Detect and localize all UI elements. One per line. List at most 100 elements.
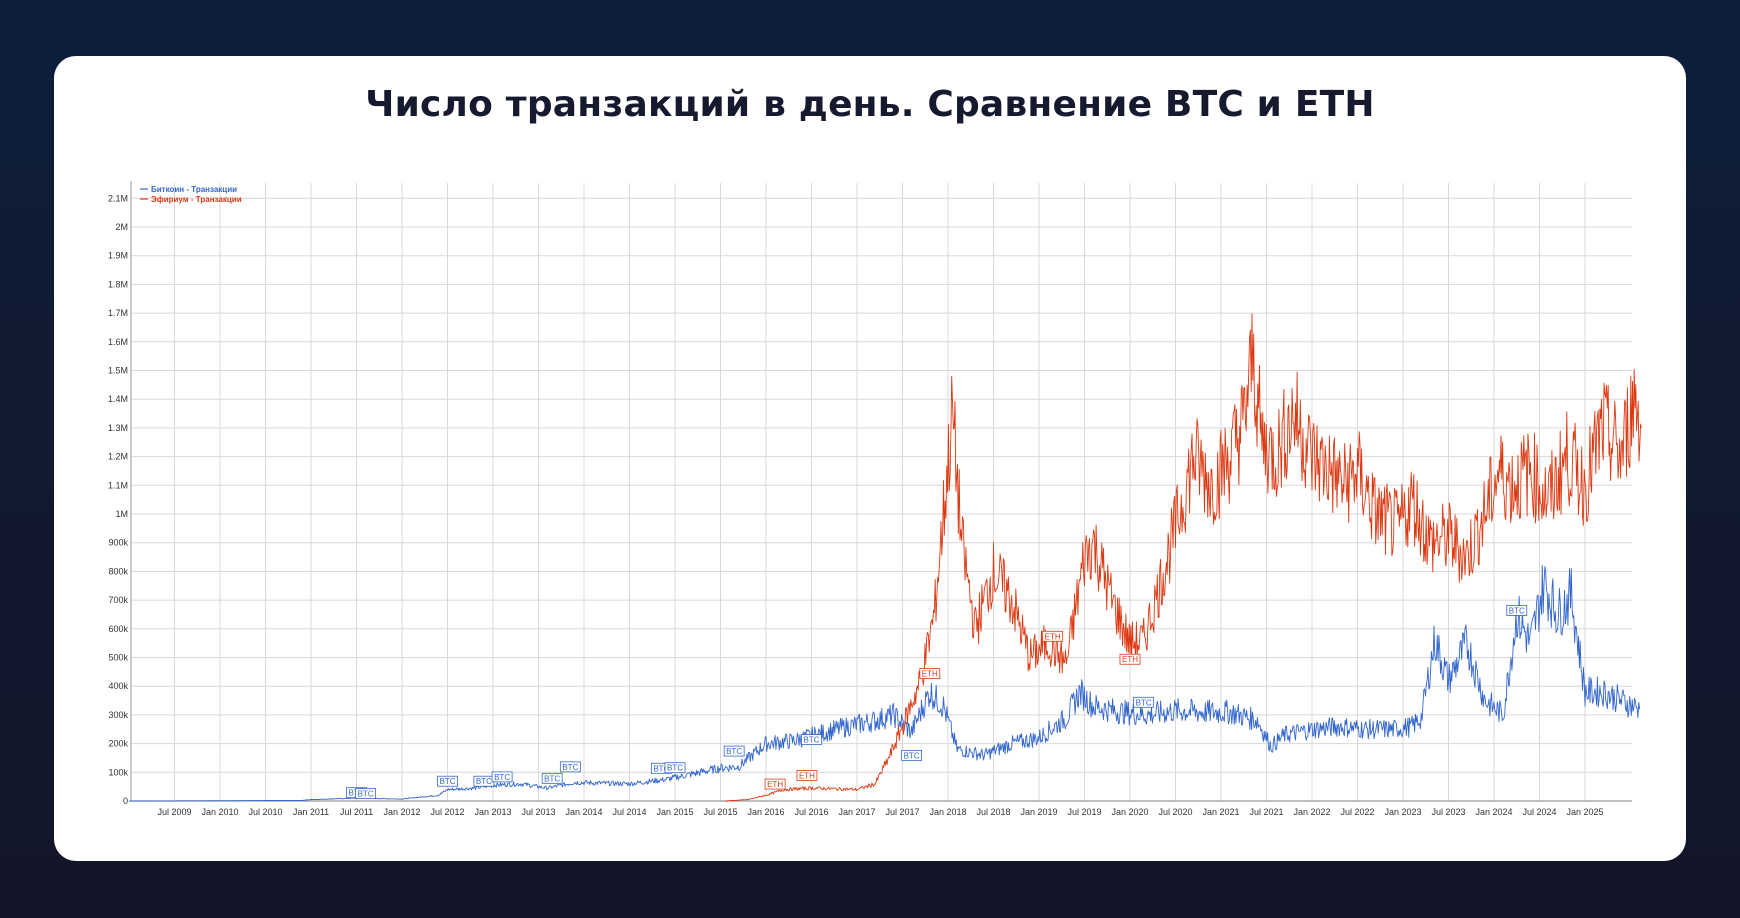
chart-series <box>129 313 1642 802</box>
annotation-flag-eth[interactable]: ETH <box>919 668 941 679</box>
annotation-flag-btc[interactable]: BTC <box>723 745 745 757</box>
x-tick-label: Jan 2011 <box>293 807 329 817</box>
annotation-flag-btc[interactable]: BTC <box>473 775 495 787</box>
x-tick-label: Jan 2022 <box>1293 807 1330 817</box>
x-axis: Jul 2009 Jan 2010 Jul 2010 Jan 2011 Jul 2011… <box>157 807 1603 817</box>
x-tick-label: Jan 2017 <box>838 807 875 817</box>
y-tick-label: 700k <box>108 595 128 605</box>
y-tick-label: 200k <box>108 739 128 749</box>
svg-text:BTC: BTC <box>904 751 920 760</box>
y-tick-label: 400k <box>108 681 128 691</box>
chart-annotations: BTCBTCBTCBTCBTCBTCBTCBTCBTCBTCBTCBTCBTCB… <box>346 605 1528 799</box>
legend-label-eth: Эфириум - Транзакции <box>151 195 242 204</box>
y-tick-label: 800k <box>108 566 128 576</box>
x-tick-label: Jul 2012 <box>430 807 464 817</box>
eth-series-line <box>725 313 1642 802</box>
y-tick-label: 1M <box>115 509 128 519</box>
svg-text:BTC: BTC <box>562 763 578 772</box>
x-tick-label: Jul 2015 <box>703 807 737 817</box>
x-tick-label: Jul 2020 <box>1158 807 1192 817</box>
y-tick-label: 1.5M <box>108 366 128 376</box>
y-tick-label: 1.7M <box>108 308 128 318</box>
annotation-flag-eth[interactable]: ETH <box>1042 630 1064 642</box>
svg-text:BTC: BTC <box>358 790 374 799</box>
x-tick-label: Jul 2024 <box>1522 807 1556 817</box>
svg-text:BTC: BTC <box>494 773 510 782</box>
x-tick-label: Jan 2016 <box>747 807 784 817</box>
annotation-flag-btc[interactable]: BTC <box>1133 696 1155 708</box>
annotation-flag-btc[interactable]: BTC <box>559 761 581 773</box>
x-tick-label: Jan 2010 <box>201 807 238 817</box>
y-tick-label: 0 <box>123 796 128 806</box>
legend-item-eth[interactable]: Эфириум - Транзакции <box>140 195 242 204</box>
annotation-flag-eth[interactable]: ETH <box>764 778 786 790</box>
x-tick-label: Jul 2018 <box>976 807 1010 817</box>
svg-text:BTC: BTC <box>476 777 492 786</box>
y-tick-label: 600k <box>108 624 128 634</box>
annotation-flag-btc[interactable]: BTC <box>491 771 513 783</box>
annotation-flag-btc[interactable]: BTC <box>355 788 377 799</box>
y-tick-label: 300k <box>108 710 128 720</box>
annotation-flag-btc[interactable]: BTC <box>437 775 458 787</box>
annotation-flag-eth[interactable]: ETH <box>1119 653 1141 665</box>
legend-label-btc: Биткоин - Транзакции <box>151 185 237 194</box>
svg-text:BTC: BTC <box>653 764 669 773</box>
y-tick-label: 1.2M <box>108 452 128 462</box>
x-tick-label: Jul 2014 <box>612 807 646 817</box>
x-tick-label: Jul 2017 <box>885 807 919 817</box>
x-tick-label: Jan 2018 <box>929 807 966 817</box>
x-tick-label: Jul 2022 <box>1340 807 1374 817</box>
annotation-flag-btc[interactable]: BTC <box>901 749 922 761</box>
y-axis: 0 100k 200k 300k 400k 500k 600k 700k 800k 900k 1M 1… <box>108 193 129 806</box>
x-tick-label: Jul 2013 <box>521 807 555 817</box>
x-tick-label: Jul 2019 <box>1067 807 1101 817</box>
svg-text:BTC: BTC <box>804 736 820 745</box>
svg-text:BTC: BTC <box>440 777 456 786</box>
x-tick-label: Jan 2014 <box>565 807 602 817</box>
x-tick-label: Jul 2009 <box>157 807 191 817</box>
svg-text:BTC: BTC <box>1509 606 1525 615</box>
y-tick-label: 1.8M <box>108 279 128 289</box>
x-tick-label: Jan 2015 <box>656 807 693 817</box>
svg-text:BTC: BTC <box>1136 698 1152 707</box>
chart-title: Число транзакций в день. Сравнение BTC и… <box>365 84 1375 125</box>
legend-item-btc[interactable]: Биткоин - Транзакции <box>140 185 237 194</box>
svg-text:ETH: ETH <box>799 771 815 780</box>
y-tick-label: 500k <box>108 653 128 663</box>
annotation-flag-btc[interactable]: BTC <box>1506 605 1528 616</box>
x-tick-label: Jul 2010 <box>248 807 282 817</box>
x-tick-label: Jul 2021 <box>1249 807 1283 817</box>
x-tick-label: Jan 2019 <box>1020 807 1057 817</box>
y-tick-label: 2M <box>115 222 128 232</box>
annotation-flag-btc[interactable]: BTC <box>801 734 822 745</box>
y-tick-label: 900k <box>108 538 128 548</box>
svg-text:ETH: ETH <box>1122 655 1138 664</box>
x-tick-label: Jan 2021 <box>1202 807 1239 817</box>
svg-text:BTC: BTC <box>726 747 742 756</box>
y-tick-label: 1.6M <box>108 337 128 347</box>
annotation-flag-btc[interactable]: BTC <box>664 762 686 774</box>
y-tick-label: 2.1M <box>108 193 128 203</box>
svg-text:ETH: ETH <box>922 670 938 679</box>
svg-text:ETH: ETH <box>767 780 783 789</box>
y-tick-label: 100k <box>108 767 128 777</box>
chart-legend: Биткоин - Транзакции Эфириум - Транзакци… <box>140 185 242 204</box>
annotation-flag-eth[interactable]: ETH <box>796 770 818 781</box>
x-tick-label: Jan 2013 <box>474 807 511 817</box>
svg-text:BTC: BTC <box>667 764 683 773</box>
x-tick-label: Jul 2011 <box>340 807 373 817</box>
x-tick-label: Jan 2023 <box>1384 807 1421 817</box>
y-tick-label: 1.1M <box>108 480 128 490</box>
x-tick-label: Jan 2025 <box>1566 807 1603 817</box>
x-tick-label: Jul 2023 <box>1431 807 1465 817</box>
btc-series-line <box>129 565 1641 802</box>
y-tick-label: 1.3M <box>108 423 128 433</box>
y-tick-label: 1.4M <box>108 394 128 404</box>
x-tick-label: Jan 2020 <box>1111 807 1148 817</box>
svg-text:BTC: BTC <box>544 774 560 783</box>
annotation-flag-btc[interactable]: BTC <box>541 772 563 784</box>
svg-text:ETH: ETH <box>1045 632 1061 641</box>
x-tick-label: Jan 2024 <box>1475 807 1512 817</box>
chart-grid <box>130 181 1632 802</box>
